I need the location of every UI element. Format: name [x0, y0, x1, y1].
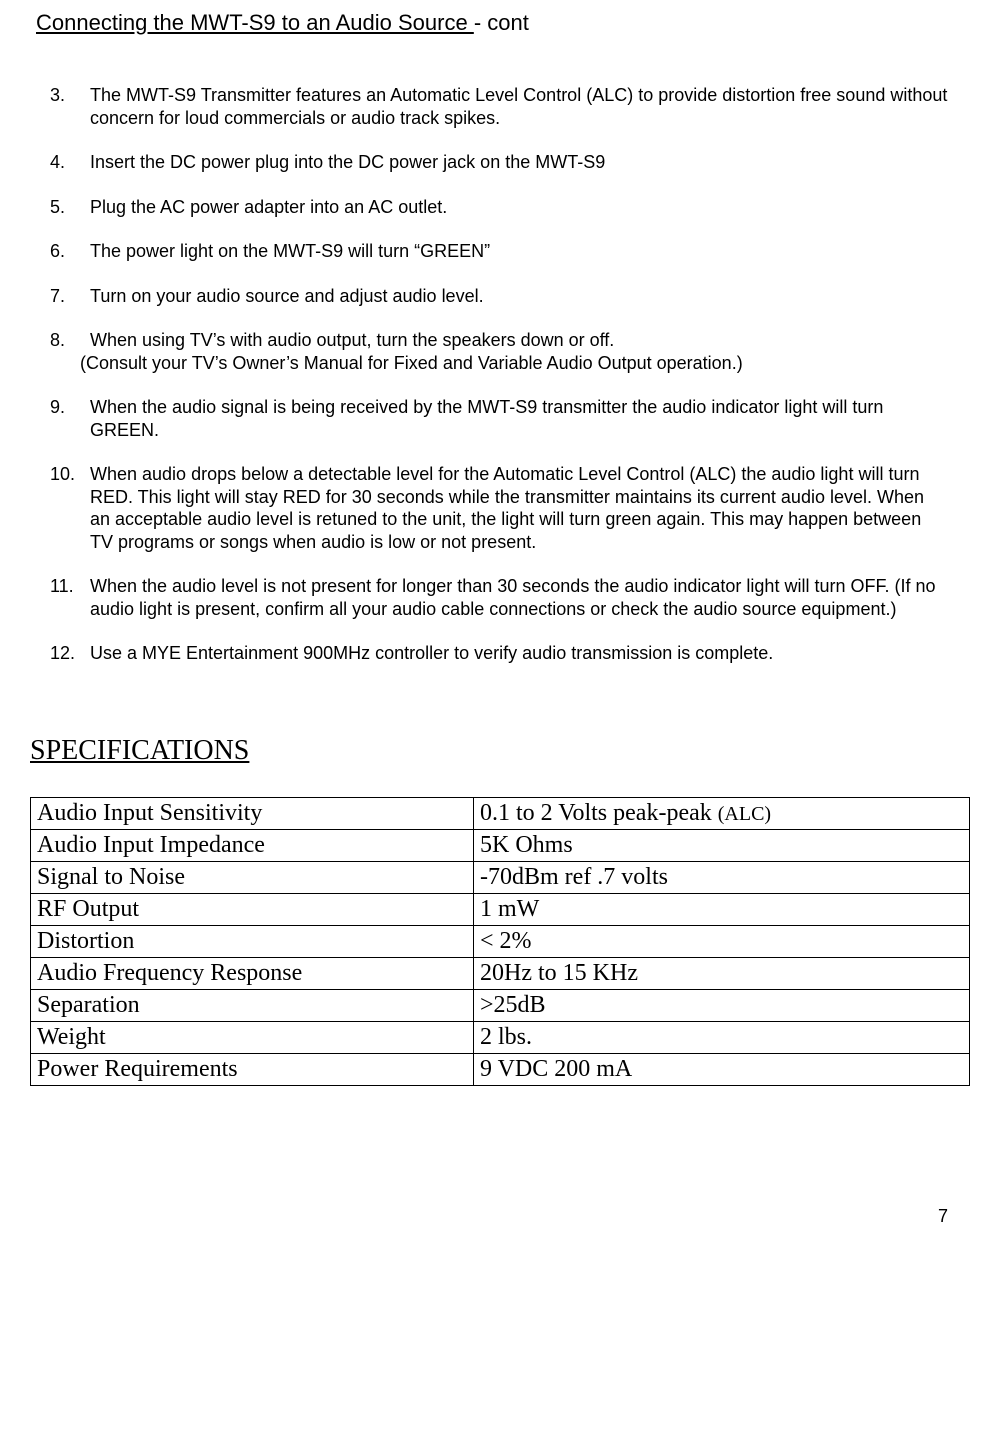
specifications-table: Audio Input Sensitivity 0.1 to 2 Volts p…	[30, 797, 970, 1086]
specifications-heading: SPECIFICATIONS	[30, 735, 968, 767]
step-number: 3.	[50, 84, 90, 129]
step-text: The power light on the MWT-S9 will turn …	[90, 240, 968, 263]
table-row: Audio Frequency Response 20Hz to 15 KHz	[31, 957, 970, 989]
list-item: 8. When using TV’s with audio output, tu…	[50, 329, 968, 374]
table-row: Audio Input Sensitivity 0.1 to 2 Volts p…	[31, 797, 970, 829]
list-item: 5. Plug the AC power adapter into an AC …	[50, 196, 968, 219]
step-text: Insert the DC power plug into the DC pow…	[90, 151, 968, 174]
step-text: When the audio signal is being received …	[90, 396, 968, 441]
spec-label: RF Output	[31, 893, 474, 925]
step-text: Plug the AC power adapter into an AC out…	[90, 196, 968, 219]
step-number: 9.	[50, 396, 90, 441]
table-row: Signal to Noise -70dBm ref .7 volts	[31, 861, 970, 893]
page-number: 7	[30, 1206, 968, 1227]
spec-value: 1 mW	[474, 893, 970, 925]
spec-label: Audio Frequency Response	[31, 957, 474, 989]
list-item: 12. Use a MYE Entertainment 900MHz contr…	[50, 642, 968, 665]
step-number: 6.	[50, 240, 90, 263]
step-number: 5.	[50, 196, 90, 219]
step-text: Use a MYE Entertainment 900MHz controlle…	[90, 642, 968, 665]
table-row: Separation >25dB	[31, 989, 970, 1021]
spec-label: Weight	[31, 1021, 474, 1053]
spec-value: 5K Ohms	[474, 829, 970, 861]
spec-value: 2 lbs.	[474, 1021, 970, 1053]
list-item: 10. When audio drops below a detectable …	[50, 463, 968, 553]
spec-label: Audio Input Impedance	[31, 829, 474, 861]
list-item: 4. Insert the DC power plug into the DC …	[50, 151, 968, 174]
list-item: 11. When the audio level is not present …	[50, 575, 968, 620]
spec-value: 0.1 to 2 Volts peak-peak (ALC)	[474, 797, 970, 829]
spec-label: Power Requirements	[31, 1053, 474, 1085]
spec-label: Separation	[31, 989, 474, 1021]
spec-label: Signal to Noise	[31, 861, 474, 893]
instruction-list: 3. The MWT-S9 Transmitter features an Au…	[50, 84, 968, 665]
spec-value: >25dB	[474, 989, 970, 1021]
list-item: 6. The power light on the MWT-S9 will tu…	[50, 240, 968, 263]
spec-label: Audio Input Sensitivity	[31, 797, 474, 829]
list-item: 9. When the audio signal is being receiv…	[50, 396, 968, 441]
spec-value: 20Hz to 15 KHz	[474, 957, 970, 989]
section-title: Connecting the MWT-S9 to an Audio Source…	[36, 10, 968, 36]
section-title-underlined: Connecting the MWT-S9 to an Audio Source	[36, 10, 474, 35]
step-number: 4.	[50, 151, 90, 174]
step-number: 7.	[50, 285, 90, 308]
table-row: Audio Input Impedance 5K Ohms	[31, 829, 970, 861]
list-item: 7. Turn on your audio source and adjust …	[50, 285, 968, 308]
spec-value-small: (ALC)	[718, 803, 771, 825]
step-text: Turn on your audio source and adjust aud…	[90, 285, 968, 308]
table-row: RF Output 1 mW	[31, 893, 970, 925]
table-row: Weight 2 lbs.	[31, 1021, 970, 1053]
table-row: Distortion < 2%	[31, 925, 970, 957]
step-number: 10.	[50, 463, 90, 553]
step-number: 11.	[50, 575, 90, 620]
spec-label: Distortion	[31, 925, 474, 957]
section-title-rest: - cont	[474, 10, 529, 35]
step-text-sub: (Consult your TV’s Owner’s Manual for Fi…	[80, 352, 948, 375]
spec-value-text: 0.1 to 2 Volts peak-peak	[480, 800, 718, 826]
step-number: 12.	[50, 642, 90, 665]
table-row: Power Requirements 9 VDC 200 mA	[31, 1053, 970, 1085]
spec-value: < 2%	[474, 925, 970, 957]
step-text: When audio drops below a detectable leve…	[90, 463, 968, 553]
spec-value: -70dBm ref .7 volts	[474, 861, 970, 893]
spec-value: 9 VDC 200 mA	[474, 1053, 970, 1085]
step-text: When using TV’s with audio output, turn …	[90, 329, 968, 374]
document-page: Connecting the MWT-S9 to an Audio Source…	[0, 0, 998, 1267]
step-text: When the audio level is not present for …	[90, 575, 968, 620]
step-text: The MWT-S9 Transmitter features an Autom…	[90, 84, 968, 129]
step-text-main: When using TV’s with audio output, turn …	[90, 330, 614, 350]
list-item: 3. The MWT-S9 Transmitter features an Au…	[50, 84, 968, 129]
